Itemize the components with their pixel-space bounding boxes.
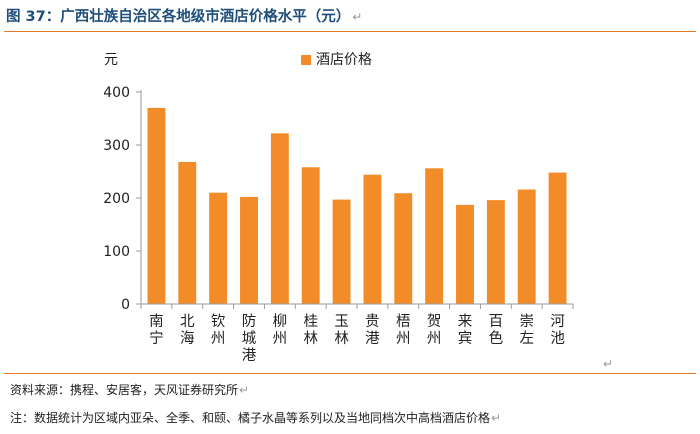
category-label: 河池	[550, 313, 565, 347]
bar-5	[270, 133, 289, 304]
category-label: 南宁	[149, 313, 164, 347]
bar-8	[363, 174, 382, 304]
source-text: 资料来源：携程、安居客，天风证券研究所	[10, 383, 239, 397]
bar-13	[517, 189, 536, 304]
category-label: 贺州	[427, 313, 442, 347]
source-note: 资料来源：携程、安居客，天风证券研究所↵	[10, 381, 249, 398]
bar-6	[301, 167, 320, 304]
category-label: 崇左	[519, 313, 534, 347]
category-label: 北海	[180, 313, 195, 347]
return-mark-chart: ↵	[603, 357, 614, 371]
y-tick-label: 300	[103, 138, 130, 154]
y-tick-label: 100	[103, 244, 130, 260]
legend-swatch	[301, 55, 311, 65]
bar-4	[240, 196, 258, 304]
bar-2	[178, 161, 197, 304]
figure-title: 图 37：广西壮族自治区各地级市酒店价格水平（元） ↵	[6, 4, 694, 30]
y-axis-unit-label: 元	[104, 52, 118, 68]
category-label: 梧州	[396, 313, 411, 347]
axis-layer	[140, 90, 574, 309]
return-mark-source: ↵	[239, 383, 250, 397]
top-rule	[4, 31, 696, 32]
bar-12	[486, 200, 505, 304]
category-label: 玉林	[334, 314, 349, 347]
category-label: 来宾	[458, 313, 473, 347]
y-tick-layer: 0 100 200 300 400	[103, 85, 141, 313]
bar-14	[548, 172, 567, 304]
footnote: 注：数据统计为区域内亚朵、全季、和颐、橘子水晶等系列以及当地同档次中高档酒店价格…	[10, 409, 501, 426]
return-mark-footnote: ↵	[491, 411, 502, 425]
category-label: 百色	[489, 314, 504, 347]
figure-title-text: 图 37：广西壮族自治区各地级市酒店价格水平（元）	[6, 9, 351, 25]
y-tick-label: 400	[103, 85, 130, 101]
category-label: 贵港	[365, 313, 380, 347]
category-label: 柳州	[273, 313, 288, 347]
bar-3	[209, 192, 228, 304]
bar-11	[456, 204, 474, 304]
y-tick-label: 200	[103, 191, 130, 207]
bar-7	[332, 199, 351, 304]
y-tick-label: 0	[121, 297, 130, 313]
category-label: 防城港	[242, 313, 257, 364]
legend-label: 酒店价格	[316, 52, 372, 68]
bar-9	[394, 193, 413, 304]
category-label: 钦州	[211, 313, 226, 347]
footnote-text: 注：数据统计为区域内亚朵、全季、和颐、橘子水晶等系列以及当地同档次中高档酒店价格	[10, 411, 491, 425]
bar-1	[147, 107, 166, 305]
bar-layer	[147, 107, 567, 305]
bar-10	[425, 168, 444, 304]
return-mark: ↵	[352, 10, 363, 24]
category-label: 桂林	[303, 313, 318, 347]
bottom-rule	[4, 373, 696, 374]
